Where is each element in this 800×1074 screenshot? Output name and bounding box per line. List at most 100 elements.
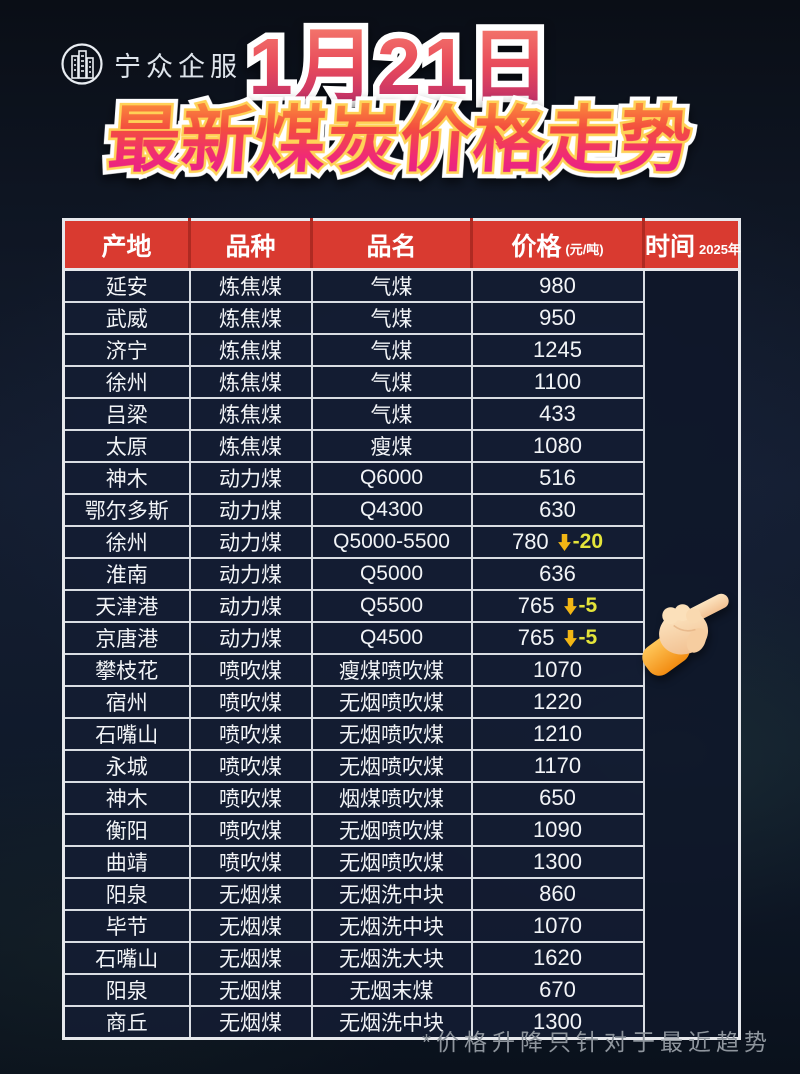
table-row: 阳泉 无烟煤 无烟洗中块 860	[62, 877, 740, 911]
cell-variety: 喷吹煤	[188, 781, 313, 815]
table-row: 毕节 无烟煤 无烟洗中块 1070	[62, 909, 740, 943]
cell-price: 1620	[470, 941, 645, 975]
page-title: 最新煤炭价格走势 最新煤炭价格走势 最新煤炭价格走势	[99, 95, 702, 188]
down-arrow-icon	[557, 533, 571, 551]
cell-variety: 动力煤	[188, 621, 313, 655]
table-row: 神木 动力煤 Q6000 516	[62, 461, 740, 495]
price-value: 1080	[533, 433, 582, 458]
cell-price: 1170	[470, 749, 645, 783]
cell-price: 1300	[470, 1005, 645, 1040]
price-value: 1300	[533, 1009, 582, 1034]
price-unit-label: (元/吨)	[565, 241, 604, 257]
cell-origin: 淮南	[62, 557, 191, 591]
price-change: -5	[563, 594, 598, 618]
cell-product: 无烟喷吹煤	[310, 845, 473, 879]
price-value: 1300	[533, 849, 582, 874]
down-arrow-icon	[563, 629, 577, 647]
table-row: 延安 炼焦煤 气煤 980	[62, 268, 741, 1040]
table-row: 阳泉 无烟煤 无烟末煤 670	[62, 973, 740, 1007]
cell-variety: 炼焦煤	[188, 365, 313, 399]
col-header-price: 价格 (元/吨)	[471, 219, 645, 271]
price-change: -5	[563, 626, 598, 650]
cell-product: 无烟喷吹煤	[310, 813, 473, 847]
cell-price: 1220	[470, 685, 645, 719]
cell-origin: 徐州	[62, 365, 191, 399]
cell-variety: 动力煤	[188, 557, 313, 591]
cell-product: Q5000-5500	[310, 525, 473, 559]
cell-origin: 太原	[62, 429, 191, 463]
col-header-product: 品名	[311, 219, 473, 271]
cell-origin: 吕梁	[62, 397, 191, 431]
cell-variety: 无烟煤	[188, 1005, 313, 1040]
price-value: 516	[539, 465, 576, 490]
cell-price: 1210	[470, 717, 645, 751]
cell-product: 瘦煤	[310, 429, 473, 463]
brand-logo: 宁众企服	[60, 42, 242, 86]
table-body: 延安 炼焦煤 气煤 980 武威 炼焦煤 气煤 950 济宁 炼焦煤 气煤 12…	[62, 268, 741, 1040]
table-row: 太原 炼焦煤 瘦煤 1080	[62, 429, 740, 463]
cell-origin: 攀枝花	[62, 653, 191, 687]
table-row: 商丘 无烟煤 无烟洗中块 1300	[62, 1005, 740, 1040]
price-value: 765	[517, 593, 555, 618]
price-value: 1170	[533, 753, 582, 778]
cell-origin: 商丘	[62, 1005, 191, 1040]
cell-origin: 济宁	[62, 333, 191, 367]
cell-variety: 动力煤	[188, 461, 313, 495]
price-value: 1070	[533, 657, 582, 682]
price-header-label: 价格	[511, 232, 562, 261]
price-change-value: -5	[578, 626, 598, 649]
cell-origin: 永城	[62, 749, 191, 783]
cell-origin: 宿州	[62, 685, 191, 719]
cell-product: Q5000	[310, 557, 473, 591]
price-change-value: -5	[578, 594, 598, 617]
cell-origin: 神木	[62, 461, 191, 495]
cell-variety: 无烟煤	[188, 909, 313, 943]
table-row: 衡阳 喷吹煤 无烟喷吹煤 1090	[62, 813, 740, 847]
coal-price-table: 产地 品种 品名 价格 (元/吨) 时间 2025年 延安 炼焦煤 气煤 980 武…	[62, 218, 741, 1040]
cell-variety: 喷吹煤	[188, 717, 313, 751]
pointing-hand-icon	[638, 576, 742, 685]
cell-product: 无烟洗中块	[310, 909, 473, 943]
table-row: 徐州 炼焦煤 气煤 1100	[62, 365, 740, 399]
table-row: 神木 喷吹煤 烟煤喷吹煤 650	[62, 781, 740, 815]
cell-variety: 无烟煤	[188, 973, 313, 1007]
price-value: 765	[517, 625, 555, 650]
cell-price: 1245	[470, 333, 645, 367]
cell-product: 气煤	[310, 397, 473, 431]
cell-price: 433	[470, 397, 645, 431]
price-change: -20	[557, 530, 604, 554]
table-row: 石嘴山 喷吹煤 无烟喷吹煤 1210	[62, 717, 740, 751]
cell-origin: 延安	[62, 268, 191, 303]
table-row: 宿州 喷吹煤 无烟喷吹煤 1220	[62, 685, 740, 719]
cell-product: 气煤	[310, 333, 473, 367]
table-row: 淮南 动力煤 Q5000 636	[62, 557, 740, 591]
page-title-text: 最新煤炭价格走势	[105, 101, 695, 181]
brand-name: 宁众企服	[114, 51, 242, 82]
cell-variety: 喷吹煤	[188, 653, 313, 687]
price-change-value: -20	[572, 530, 604, 553]
table-row: 攀枝花 喷吹煤 瘦煤喷吹煤 1070	[62, 653, 740, 687]
cell-origin: 石嘴山	[62, 717, 191, 751]
cell-price: 950	[470, 301, 645, 335]
cell-origin: 阳泉	[62, 877, 191, 911]
price-value: 1245	[533, 337, 582, 362]
cell-price: 1070	[470, 653, 645, 687]
cell-variety: 喷吹煤	[188, 685, 313, 719]
price-value: 1070	[533, 913, 582, 938]
table-row: 济宁 炼焦煤 气煤 1245	[62, 333, 740, 367]
price-value: 1100	[533, 369, 582, 394]
price-value: 1220	[533, 689, 582, 714]
cell-variety: 炼焦煤	[188, 333, 313, 367]
cell-price: 980	[470, 268, 645, 303]
cell-variety: 炼焦煤	[188, 397, 313, 431]
cell-variety: 喷吹煤	[188, 845, 313, 879]
cell-product: 无烟喷吹煤	[310, 685, 473, 719]
cell-product: 无烟洗大块	[310, 941, 473, 975]
cell-product: Q5500	[310, 589, 473, 623]
cell-price: 1070	[470, 909, 645, 943]
cell-price: 1090	[470, 813, 645, 847]
footnote: *价格升降只针对于最近趋势	[422, 1029, 772, 1055]
cell-variety: 无烟煤	[188, 941, 313, 975]
cell-origin: 京唐港	[62, 621, 191, 655]
cell-origin: 武威	[62, 301, 191, 335]
